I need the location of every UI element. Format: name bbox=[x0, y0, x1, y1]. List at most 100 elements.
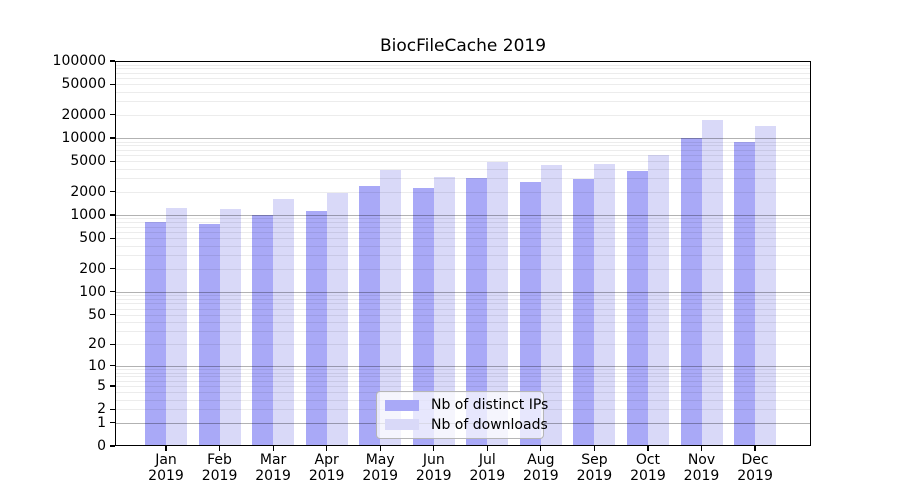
bar-distinct-ips-oct bbox=[626, 170, 648, 446]
gridline-major bbox=[115, 214, 811, 216]
y-axis-tick bbox=[110, 385, 115, 387]
gridline-minor bbox=[115, 168, 811, 170]
x-axis-tick bbox=[218, 446, 221, 451]
y-axis-tick-label: 2000 bbox=[70, 183, 106, 200]
y-axis-tick bbox=[110, 445, 115, 447]
x-axis-tick-label: Jul 2019 bbox=[455, 452, 519, 484]
x-axis-year: 2019 bbox=[255, 468, 291, 484]
y-axis-tick-label: 10000 bbox=[61, 129, 106, 146]
x-axis-month: Aug bbox=[527, 452, 555, 468]
x-axis-month: Oct bbox=[635, 452, 661, 468]
x-axis-year: 2019 bbox=[148, 468, 184, 484]
x-axis-year: 2019 bbox=[737, 468, 773, 484]
x-axis-tick bbox=[647, 446, 649, 451]
y-axis-tick bbox=[110, 160, 115, 162]
x-axis-month: Apr bbox=[314, 452, 339, 468]
x-axis-year: 2019 bbox=[523, 468, 559, 484]
y-axis-tick-label: 1 bbox=[97, 414, 106, 431]
y-axis-tick bbox=[110, 137, 115, 139]
y-axis-tick bbox=[110, 214, 115, 216]
bar-downloads-nov bbox=[701, 119, 723, 446]
bar-downloads-jun bbox=[433, 176, 455, 446]
gridline-minor bbox=[115, 226, 811, 228]
gridline-minor bbox=[115, 303, 811, 305]
x-axis-tick-label: Sep 2019 bbox=[562, 452, 626, 484]
legend-swatch-downloads bbox=[385, 419, 419, 431]
gridline-minor bbox=[115, 386, 811, 388]
x-axis-year: 2019 bbox=[469, 468, 506, 484]
x-axis-tick bbox=[433, 446, 435, 451]
x-axis-month: Jul bbox=[478, 452, 496, 468]
bar-downloads-jul bbox=[487, 161, 509, 446]
gridline-minor bbox=[115, 344, 811, 346]
y-axis-tick-label: 0 bbox=[97, 438, 106, 454]
y-axis-tick bbox=[110, 422, 115, 424]
bar-downloads-apr bbox=[326, 192, 348, 446]
legend-swatch-distinct-ips bbox=[385, 399, 419, 411]
bar-distinct-ips-dec bbox=[734, 141, 756, 446]
gridline-minor bbox=[115, 114, 811, 116]
x-axis-tick bbox=[540, 446, 542, 451]
legend-label-distinct-ips: Nb of distinct IPs bbox=[431, 397, 549, 414]
x-axis-tick bbox=[379, 446, 381, 451]
y-axis-tick bbox=[110, 237, 115, 239]
gridline-minor bbox=[115, 222, 811, 224]
gridline-major bbox=[115, 137, 811, 139]
gridline-minor bbox=[115, 232, 811, 234]
bar-distinct-ips-may bbox=[359, 186, 381, 446]
x-axis-tick-label: Mar 2019 bbox=[241, 452, 305, 484]
gridline-minor bbox=[115, 268, 811, 270]
x-axis-month: Nov bbox=[687, 452, 716, 468]
y-axis-tick-label: 200 bbox=[79, 260, 106, 277]
gridline-minor bbox=[115, 145, 811, 147]
x-axis-month: Mar bbox=[259, 452, 287, 468]
x-axis-month: Feb bbox=[207, 452, 232, 468]
y-axis-tick-label: 5 bbox=[97, 378, 106, 395]
bar-distinct-ips-mar bbox=[252, 214, 274, 446]
legend-label-downloads: Nb of downloads bbox=[431, 416, 548, 433]
legend-item-downloads: Nb of downloads bbox=[383, 417, 548, 433]
x-axis-month: Dec bbox=[741, 452, 769, 468]
gridline-minor bbox=[115, 218, 811, 220]
gridline-minor bbox=[115, 245, 811, 247]
bar-distinct-ips-aug bbox=[519, 182, 541, 446]
gridline-minor bbox=[115, 64, 811, 66]
x-axis-tick-label: Apr 2019 bbox=[295, 452, 359, 484]
x-axis-tick-label: Dec 2019 bbox=[723, 452, 787, 484]
gridline-minor bbox=[115, 84, 811, 86]
bar-distinct-ips-apr bbox=[305, 210, 327, 446]
y-axis-tick-label: 50 bbox=[88, 306, 106, 323]
gridline-minor bbox=[115, 141, 811, 143]
y-axis-tick bbox=[110, 313, 115, 316]
bar-downloads-oct bbox=[647, 154, 669, 446]
gridline-minor bbox=[115, 308, 811, 310]
x-axis-year: 2019 bbox=[630, 468, 666, 484]
gridline-minor bbox=[115, 314, 811, 316]
x-axis-tick-label: Jan 2019 bbox=[134, 452, 198, 484]
y-axis-tick-label: 1000 bbox=[70, 206, 106, 223]
gridline-minor bbox=[115, 376, 811, 378]
x-axis-tick-label: Jun 2019 bbox=[402, 452, 466, 484]
y-axis-tick-label: 500 bbox=[79, 230, 106, 247]
bar-distinct-ips-sep bbox=[573, 178, 595, 446]
x-axis-year: 2019 bbox=[201, 468, 238, 484]
gridline-minor bbox=[115, 295, 811, 297]
gridline-major bbox=[115, 291, 811, 293]
y-axis-tick-label: 50000 bbox=[61, 76, 106, 93]
y-axis-tick bbox=[110, 365, 115, 367]
gridline-minor bbox=[115, 299, 811, 301]
x-axis-tick-label: Aug 2019 bbox=[509, 452, 573, 484]
bar-downloads-feb bbox=[219, 209, 241, 446]
x-axis-year: 2019 bbox=[576, 468, 613, 484]
x-axis-year: 2019 bbox=[683, 468, 720, 484]
x-axis-year: 2019 bbox=[362, 468, 398, 484]
legend: Nb of distinct IPs Nb of downloads bbox=[376, 391, 548, 439]
bar-downloads-may bbox=[380, 170, 402, 446]
gridline-minor bbox=[115, 68, 811, 70]
x-axis-tick bbox=[593, 446, 595, 451]
gridline-minor bbox=[115, 369, 811, 370]
gridline-minor bbox=[115, 149, 811, 151]
x-axis-tick bbox=[754, 446, 756, 451]
bar-distinct-ips-jun bbox=[412, 188, 434, 446]
bar-downloads-sep bbox=[594, 163, 616, 446]
